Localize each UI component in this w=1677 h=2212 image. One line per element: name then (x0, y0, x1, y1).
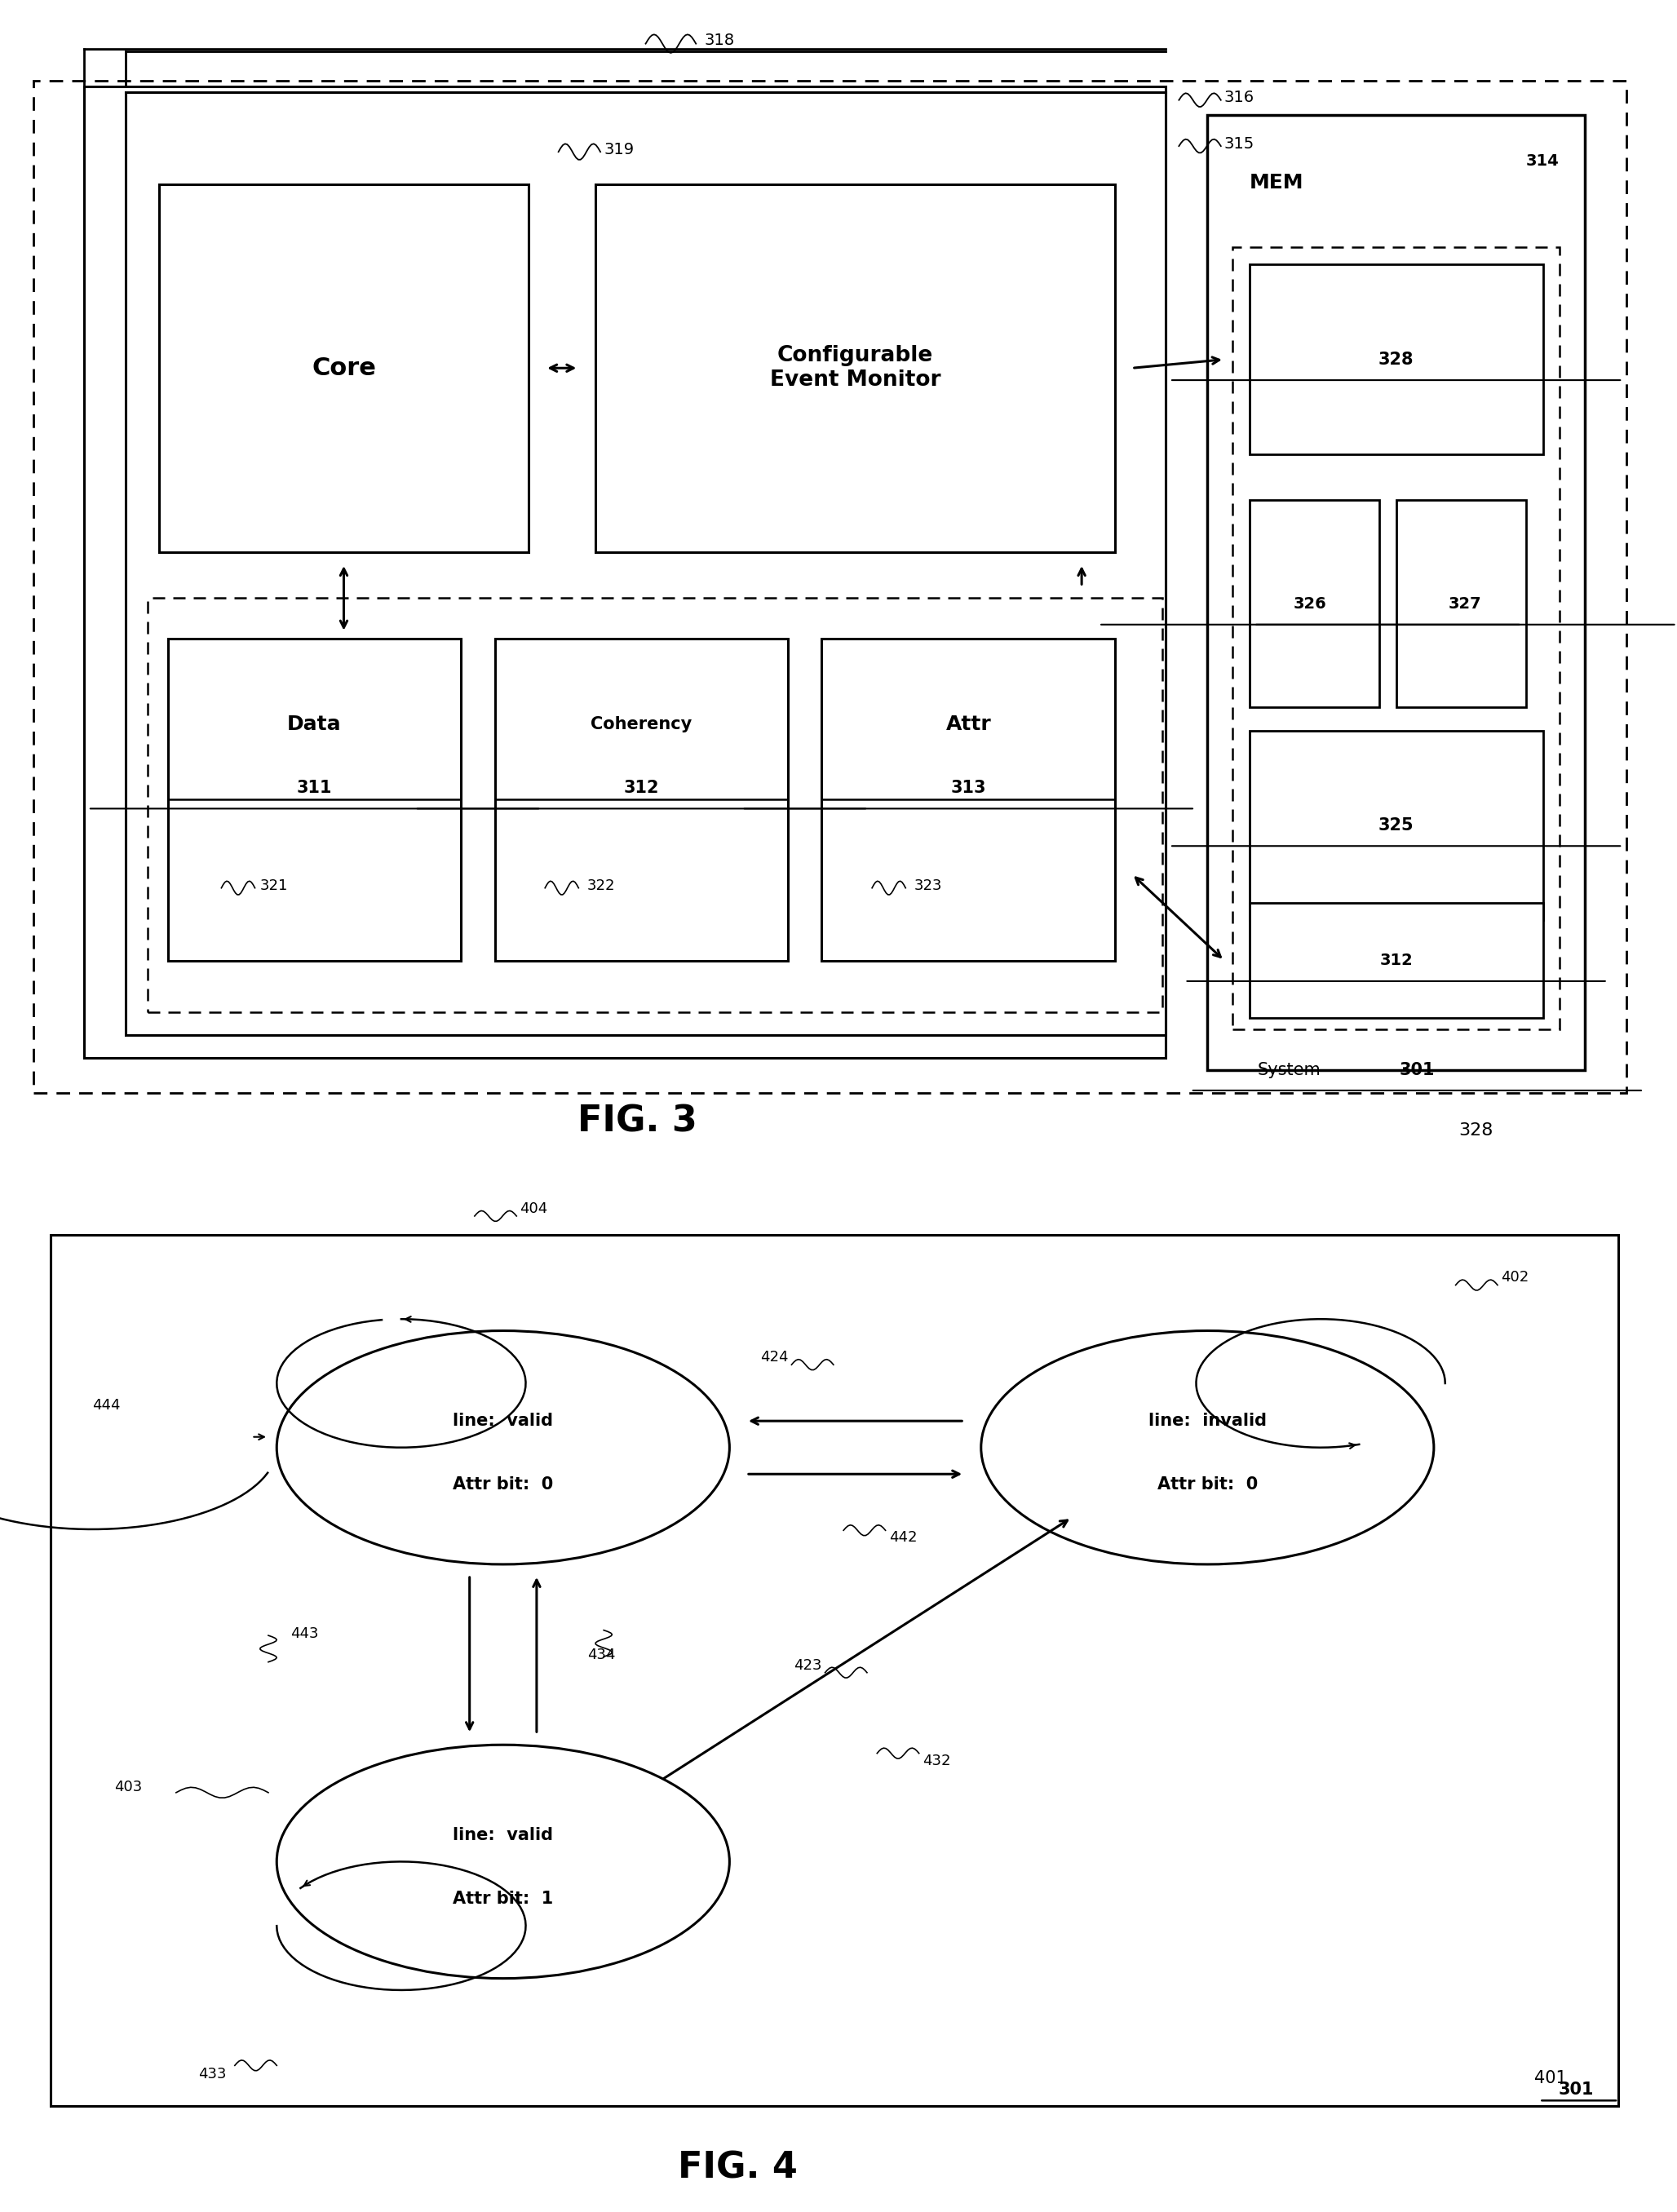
Bar (50, 1234, 1618, 2106)
Bar (168, 639, 461, 960)
Text: 311: 311 (297, 781, 332, 796)
Text: 321: 321 (260, 878, 288, 894)
Text: Attr bit:  0: Attr bit: 0 (453, 1478, 553, 1493)
Text: Coherency: Coherency (590, 717, 693, 732)
Text: line:  valid: line: valid (453, 1413, 553, 1429)
Text: Configurable
Event Monitor: Configurable Event Monitor (770, 345, 941, 392)
Bar (1395, 500, 1526, 708)
Bar (148, 597, 1162, 1013)
Text: 442: 442 (889, 1531, 917, 1546)
Bar (1207, 115, 1585, 1071)
Bar (595, 184, 1115, 553)
Text: 314: 314 (1526, 153, 1560, 168)
Text: 326: 326 (1293, 595, 1327, 613)
Text: 443: 443 (290, 1626, 319, 1641)
Text: 315: 315 (1224, 135, 1254, 153)
Text: 327: 327 (1449, 595, 1482, 613)
Bar (1249, 500, 1378, 708)
Text: 328: 328 (1459, 1121, 1493, 1139)
Text: 433: 433 (198, 2066, 226, 2081)
Text: 323: 323 (914, 878, 942, 894)
Bar (1233, 248, 1560, 1029)
Text: 403: 403 (114, 1781, 143, 1794)
Text: 424: 424 (760, 1349, 788, 1365)
Text: 312: 312 (624, 781, 659, 796)
Text: 301: 301 (1558, 2081, 1595, 2097)
Text: 316: 316 (1224, 91, 1254, 106)
Bar (34, 80, 1627, 1093)
Bar (1249, 730, 1543, 920)
Text: 432: 432 (922, 1754, 951, 1767)
Ellipse shape (277, 1332, 729, 1564)
Text: 401: 401 (1534, 2070, 1566, 2086)
Text: 318: 318 (704, 33, 735, 49)
Text: System: System (1258, 1062, 1321, 1077)
Ellipse shape (981, 1332, 1434, 1564)
Text: 325: 325 (1378, 816, 1414, 834)
Text: 312: 312 (1380, 953, 1412, 969)
Text: FIG. 4: FIG. 4 (678, 2150, 798, 2185)
Text: 434: 434 (587, 1648, 615, 1661)
Text: 328: 328 (1378, 352, 1414, 367)
Text: Attr bit:  1: Attr bit: 1 (453, 1891, 553, 1907)
Bar (1249, 902, 1543, 1018)
Text: 313: 313 (951, 781, 986, 796)
Text: Core: Core (312, 356, 376, 380)
Text: Attr: Attr (946, 714, 991, 734)
Text: 319: 319 (604, 142, 634, 157)
Ellipse shape (277, 1745, 729, 1978)
Bar (84, 86, 1166, 1057)
Text: Attr bit:  0: Attr bit: 0 (1157, 1478, 1258, 1493)
Text: 322: 322 (587, 878, 615, 894)
Text: line:  valid: line: valid (453, 1827, 553, 1843)
Bar (1249, 265, 1543, 453)
Bar (126, 93, 1166, 1035)
Text: 301: 301 (1399, 1062, 1436, 1077)
Text: FIG. 3: FIG. 3 (577, 1104, 698, 1139)
Text: line:  invalid: line: invalid (1149, 1413, 1266, 1429)
Text: 402: 402 (1501, 1270, 1529, 1285)
Text: 404: 404 (520, 1201, 548, 1217)
Bar (159, 184, 528, 553)
Text: Data: Data (287, 714, 342, 734)
Text: MEM: MEM (1249, 173, 1303, 192)
Bar (822, 639, 1115, 960)
Bar (495, 639, 788, 960)
Text: 423: 423 (793, 1657, 822, 1672)
Text: 444: 444 (92, 1398, 121, 1413)
